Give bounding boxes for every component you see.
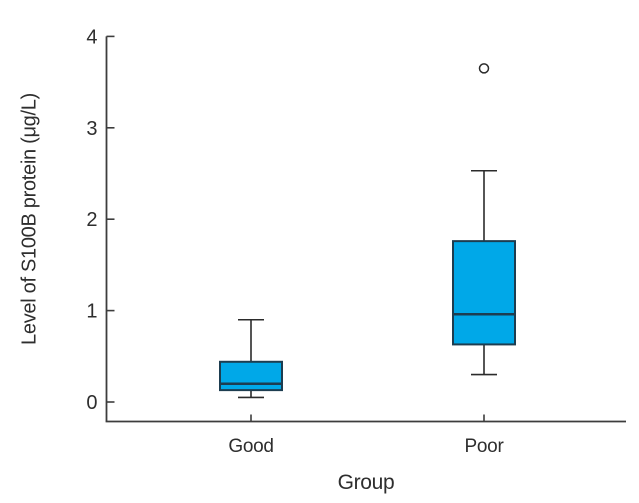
outlier-point-poor (478, 63, 490, 74)
y-tick-label: 1 (86, 301, 97, 323)
iqr-box-poor (452, 240, 516, 346)
iqr-box-good (219, 360, 283, 392)
y-axis-title: Level of S100B protein (μg/L) (18, 93, 41, 345)
category-label-poor: Poor (464, 436, 504, 457)
category-label-good: Good (228, 436, 274, 457)
y-tick-label: 0 (86, 392, 97, 414)
y-tick-label: 4 (86, 26, 97, 48)
y-tick-label: 2 (86, 209, 97, 231)
y-tick-label: 3 (86, 118, 97, 140)
x-axis-title: Group (337, 471, 395, 494)
